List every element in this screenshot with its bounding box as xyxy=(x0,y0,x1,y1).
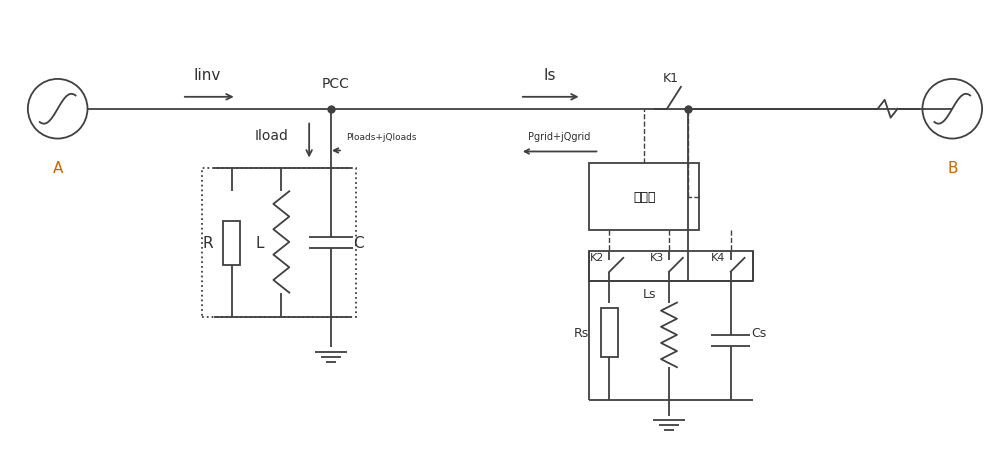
Text: A: A xyxy=(52,161,63,176)
Text: K1: K1 xyxy=(663,72,679,85)
Text: PCC: PCC xyxy=(322,77,350,91)
Text: Ls: Ls xyxy=(642,287,656,300)
Text: K3: K3 xyxy=(650,252,664,263)
Text: Cs: Cs xyxy=(751,326,766,339)
Bar xyxy=(601,308,618,357)
Text: K4: K4 xyxy=(711,252,726,263)
Text: Rs: Rs xyxy=(574,326,589,339)
Text: Ploads+jQloads: Ploads+jQloads xyxy=(346,132,416,141)
Bar xyxy=(223,222,240,265)
Text: Iinv: Iinv xyxy=(193,68,220,83)
Text: K2: K2 xyxy=(590,252,604,263)
Text: R: R xyxy=(202,236,213,251)
Text: Iload: Iload xyxy=(254,128,288,142)
Text: C: C xyxy=(354,236,364,251)
Bar xyxy=(589,164,699,231)
Bar xyxy=(589,251,753,281)
Text: 控制器: 控制器 xyxy=(633,191,655,204)
Text: Is: Is xyxy=(543,68,556,83)
Text: B: B xyxy=(947,161,958,176)
Text: Pgrid+jQgrid: Pgrid+jQgrid xyxy=(528,131,591,141)
Text: L: L xyxy=(255,236,264,251)
Bar xyxy=(202,169,356,318)
